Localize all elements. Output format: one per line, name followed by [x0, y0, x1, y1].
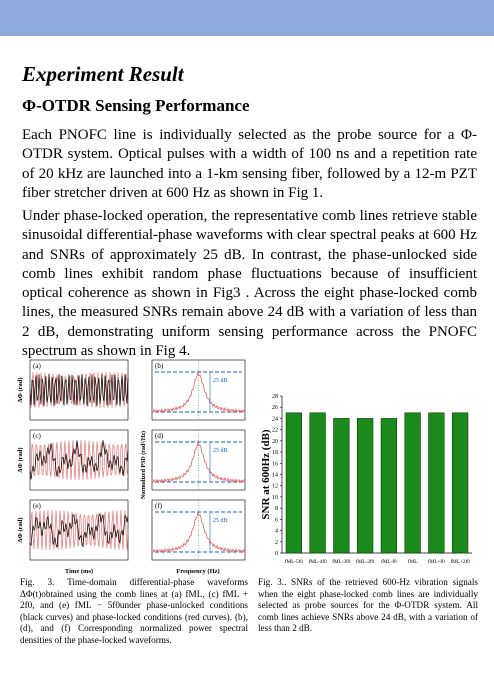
annotation: 25 dB — [213, 448, 228, 454]
x-tick-label: fML+f0 — [428, 558, 445, 565]
y-axis-label: SNR at 600Hz (dB) — [260, 429, 272, 519]
psd-curve — [151, 441, 246, 484]
y-tick-label: 6 — [275, 517, 278, 523]
y-tick-label: 10 — [272, 495, 278, 501]
y-tick-label: 18 — [272, 450, 278, 456]
bar — [404, 412, 421, 554]
top-band — [0, 0, 494, 36]
y-tick-label: 28 — [272, 394, 278, 400]
y-tick-label: 26 — [272, 405, 278, 411]
y-tick-label: 14 — [272, 473, 278, 479]
y-tick-label: 0 — [275, 551, 278, 557]
heading: Experiment Result — [22, 62, 184, 86]
panel-label: (d) — [155, 432, 164, 440]
annotation: 25 dB — [213, 378, 228, 384]
bar — [285, 412, 303, 554]
y-tick-label: 22 — [272, 428, 278, 434]
x-tick-label: fML-2f0 — [356, 558, 375, 565]
y-axis-label: ΔΦ (rad) — [17, 447, 24, 472]
panel-frame — [29, 429, 129, 491]
bar — [380, 418, 398, 554]
paragraph: Each PNOFC line is individually selected… — [22, 127, 477, 201]
y-tick-label: 4 — [275, 529, 278, 535]
waveform-locked — [29, 439, 129, 481]
x-tick-label: fML+2f0 — [450, 558, 470, 565]
psd-curve — [151, 511, 246, 554]
x-tick-label: fML — [408, 558, 418, 565]
y-tick-label: 24 — [272, 416, 278, 422]
x-axis-label: Time (ms) — [65, 568, 93, 575]
panel-frame — [29, 499, 129, 561]
caption: Fig. 3.. SNRs of the retrieved 600-Hz vi… — [258, 577, 478, 634]
waveform-locked — [29, 509, 129, 551]
panel-label: (a) — [33, 362, 41, 370]
x-tick-label: fML-5f0 — [285, 558, 304, 565]
bar — [333, 418, 350, 554]
bar — [451, 412, 469, 554]
panel-label: (b) — [155, 362, 164, 370]
y-tick-label: 2 — [275, 540, 278, 546]
figures: (a) ΔΦ (rad) 25 dB (b) (c) ΔΦ (rad) 25 dB (d) (e… — [17, 359, 476, 575]
waveform-unlocked — [29, 513, 129, 548]
psd-curve — [151, 371, 246, 414]
bar — [356, 418, 374, 554]
annotation: 25 dB — [213, 518, 228, 524]
y-tick-label: 12 — [272, 484, 278, 490]
panel-label: (e) — [33, 502, 41, 510]
x-tick-label: fML-f0 — [381, 558, 397, 565]
waveform-unlocked — [29, 373, 129, 407]
caption: Fig. 3. Time-domain differential-phase w… — [20, 577, 248, 645]
bar — [428, 412, 445, 554]
x-tick-label: fML-3f0 — [332, 558, 351, 565]
section-title: Φ-OTDR Sensing Performance — [22, 96, 250, 115]
paragraph: Under phase-locked operation, the repres… — [22, 208, 477, 360]
y-tick-label: 20 — [272, 439, 278, 445]
y-axis-label: ΔΦ (rad) — [17, 377, 24, 402]
panel-label: (c) — [33, 432, 41, 440]
panel-label: (f) — [155, 502, 163, 510]
y-tick-label: 16 — [272, 461, 278, 467]
x-axis-label: Frequency (Hz) — [176, 568, 219, 575]
bar — [309, 412, 326, 554]
y-tick-label: 8 — [275, 506, 278, 512]
waveform-unlocked — [29, 440, 129, 480]
y-axis-label: Normalized PSD (rad²/Hz) — [140, 431, 147, 499]
y-axis-label: ΔΦ (rad) — [17, 517, 24, 542]
x-tick-label: fML-4f0 — [309, 558, 328, 565]
